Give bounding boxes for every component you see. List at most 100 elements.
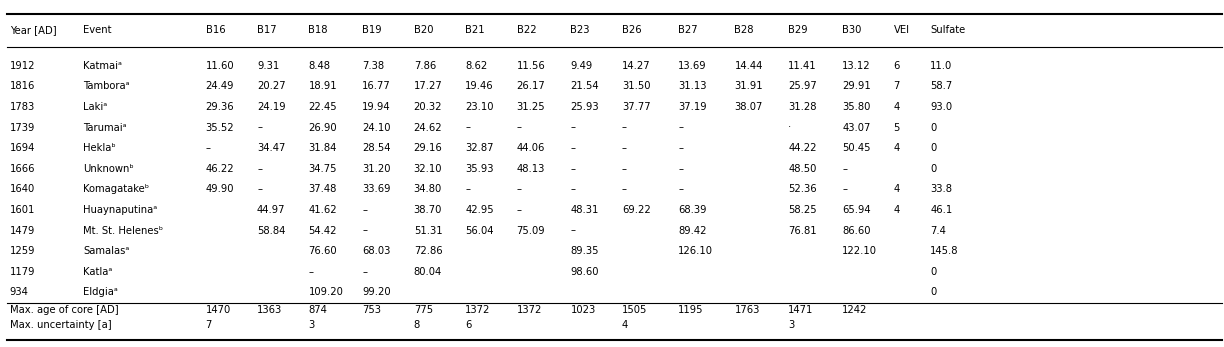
Text: 99.20: 99.20: [362, 287, 390, 297]
Text: B30: B30: [842, 25, 862, 35]
Text: 56.04: 56.04: [465, 226, 493, 236]
Text: –: –: [842, 164, 847, 174]
Text: B22: B22: [517, 25, 536, 35]
Text: 25.93: 25.93: [570, 102, 599, 112]
Text: 44.97: 44.97: [257, 205, 285, 215]
Text: 46.1: 46.1: [930, 205, 952, 215]
Text: Max. uncertainty [a]: Max. uncertainty [a]: [10, 320, 111, 330]
Text: 7.4: 7.4: [930, 226, 946, 236]
Text: 1666: 1666: [10, 164, 35, 174]
Text: 26.17: 26.17: [517, 82, 545, 91]
Text: 1259: 1259: [10, 246, 35, 256]
Text: 7: 7: [206, 320, 212, 330]
Text: 86.60: 86.60: [842, 226, 870, 236]
Text: –: –: [517, 122, 521, 133]
Text: –: –: [517, 184, 521, 194]
Text: 775: 775: [414, 305, 433, 315]
Text: 7.86: 7.86: [414, 61, 436, 71]
Text: 1470: 1470: [206, 305, 231, 315]
Text: 34.75: 34.75: [308, 164, 337, 174]
Text: 31.20: 31.20: [362, 164, 390, 174]
Text: 753: 753: [362, 305, 382, 315]
Text: 126.10: 126.10: [678, 246, 714, 256]
Text: 28.54: 28.54: [362, 143, 390, 153]
Text: 38.07: 38.07: [734, 102, 763, 112]
Text: 7.38: 7.38: [362, 61, 384, 71]
Text: 109.20: 109.20: [308, 287, 343, 297]
Text: B20: B20: [414, 25, 433, 35]
Text: Tamboraᵃ: Tamboraᵃ: [83, 82, 130, 91]
Text: 65.94: 65.94: [842, 205, 870, 215]
Text: 11.0: 11.0: [930, 61, 952, 71]
Text: 51.31: 51.31: [414, 226, 442, 236]
Text: 7: 7: [894, 82, 900, 91]
Text: 19.94: 19.94: [362, 102, 390, 112]
Text: 0: 0: [930, 287, 936, 297]
Text: 29.36: 29.36: [206, 102, 234, 112]
Text: 8: 8: [414, 320, 420, 330]
Text: –: –: [678, 184, 683, 194]
Text: Katlaᵃ: Katlaᵃ: [83, 267, 113, 277]
Text: B21: B21: [465, 25, 485, 35]
Text: Unknownᵇ: Unknownᵇ: [83, 164, 133, 174]
Text: 98.60: 98.60: [570, 267, 599, 277]
Text: 1479: 1479: [10, 226, 35, 236]
Text: 34.80: 34.80: [414, 184, 442, 194]
Text: 0: 0: [930, 164, 936, 174]
Text: 6: 6: [465, 320, 471, 330]
Text: 1783: 1783: [10, 102, 35, 112]
Text: Sulfate: Sulfate: [930, 25, 966, 35]
Text: 22.45: 22.45: [308, 102, 337, 112]
Text: 37.77: 37.77: [622, 102, 650, 112]
Text: –: –: [257, 164, 262, 174]
Text: 21.54: 21.54: [570, 82, 599, 91]
Text: 934: 934: [10, 287, 28, 297]
Text: 122.10: 122.10: [842, 246, 878, 256]
Text: 1601: 1601: [10, 205, 35, 215]
Text: 58.84: 58.84: [257, 226, 285, 236]
Text: 18.91: 18.91: [308, 82, 337, 91]
Text: 32.87: 32.87: [465, 143, 493, 153]
Text: 31.28: 31.28: [788, 102, 816, 112]
Text: 48.31: 48.31: [570, 205, 599, 215]
Text: 13.69: 13.69: [678, 61, 706, 71]
Text: 24.10: 24.10: [362, 122, 390, 133]
Text: –: –: [362, 205, 367, 215]
Text: B23: B23: [570, 25, 590, 35]
Text: 11.41: 11.41: [788, 61, 816, 71]
Text: 16.77: 16.77: [362, 82, 390, 91]
Text: 37.48: 37.48: [308, 184, 337, 194]
Text: 3: 3: [788, 320, 794, 330]
Text: 14.27: 14.27: [622, 61, 650, 71]
Text: 1640: 1640: [10, 184, 35, 194]
Text: 1471: 1471: [788, 305, 814, 315]
Text: Komagatakeᵇ: Komagatakeᵇ: [83, 184, 149, 194]
Text: B29: B29: [788, 25, 808, 35]
Text: 31.50: 31.50: [622, 82, 650, 91]
Text: 1372: 1372: [465, 305, 491, 315]
Text: 1363: 1363: [257, 305, 283, 315]
Text: VEI: VEI: [894, 25, 909, 35]
Text: 54.42: 54.42: [308, 226, 337, 236]
Text: 1694: 1694: [10, 143, 35, 153]
Text: 69.22: 69.22: [622, 205, 650, 215]
Text: Event: Event: [83, 25, 111, 35]
Text: 48.50: 48.50: [788, 164, 816, 174]
Text: 33.8: 33.8: [930, 184, 952, 194]
Text: 13.12: 13.12: [842, 61, 870, 71]
Text: 6: 6: [894, 61, 900, 71]
Text: 14.44: 14.44: [734, 61, 763, 71]
Text: B18: B18: [308, 25, 328, 35]
Text: –: –: [465, 122, 470, 133]
Text: 4: 4: [894, 205, 900, 215]
Text: 24.62: 24.62: [414, 122, 442, 133]
Text: –: –: [622, 143, 627, 153]
Text: Heklaᵇ: Heklaᵇ: [83, 143, 116, 153]
Text: 24.49: 24.49: [206, 82, 234, 91]
Text: 76.81: 76.81: [788, 226, 816, 236]
Text: 1023: 1023: [570, 305, 596, 315]
Text: –: –: [257, 122, 262, 133]
Text: –: –: [570, 184, 575, 194]
Text: 89.42: 89.42: [678, 226, 706, 236]
Text: 31.25: 31.25: [517, 102, 545, 112]
